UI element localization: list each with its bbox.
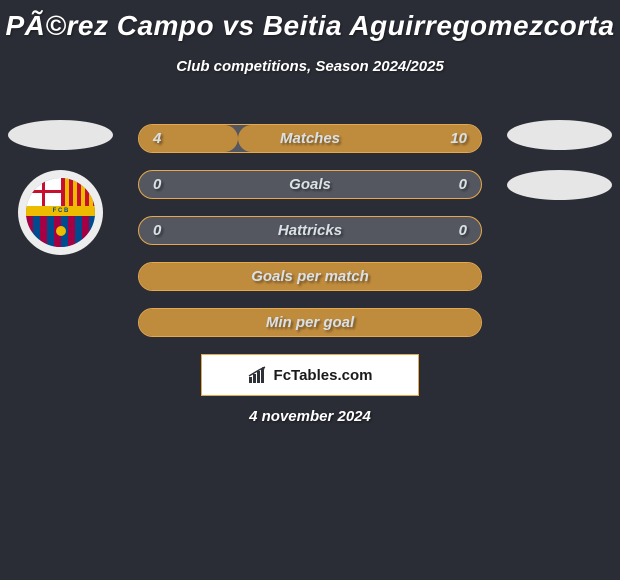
stat-row: 0 Goals 0 bbox=[138, 170, 482, 199]
stat-row: Goals per match bbox=[138, 262, 482, 291]
player-left-photo-placeholder bbox=[8, 120, 113, 150]
stats-container: 4 Matches 10 0 Goals 0 0 Hattricks 0 Goals per ma… bbox=[138, 124, 482, 354]
page-title: PÃ©rez Campo vs Beitia Aguirregomezcorta bbox=[0, 0, 620, 42]
stat-right-value: 10 bbox=[450, 130, 467, 147]
stat-label: Matches bbox=[280, 130, 340, 147]
stat-left-value: 0 bbox=[153, 176, 161, 193]
stat-label: Min per goal bbox=[266, 314, 354, 331]
brand-logo: FcTables.com bbox=[201, 354, 419, 396]
bar-chart-icon bbox=[248, 366, 270, 384]
stat-row: 4 Matches 10 bbox=[138, 124, 482, 153]
stat-label: Goals bbox=[289, 176, 331, 193]
player-right-club-placeholder bbox=[507, 170, 612, 200]
snapshot-date: 4 november 2024 bbox=[0, 408, 620, 425]
stat-left-value: 4 bbox=[153, 130, 161, 147]
stat-label: Hattricks bbox=[278, 222, 342, 239]
stat-left-value: 0 bbox=[153, 222, 161, 239]
player-right-column bbox=[507, 120, 612, 220]
stat-right-value: 0 bbox=[459, 176, 467, 193]
stat-row: 0 Hattricks 0 bbox=[138, 216, 482, 245]
stat-row: Min per goal bbox=[138, 308, 482, 337]
player-left-club-crest: F C B bbox=[18, 170, 103, 255]
page-subtitle: Club competitions, Season 2024/2025 bbox=[0, 58, 620, 75]
player-right-photo-placeholder bbox=[507, 120, 612, 150]
stat-fill-right bbox=[238, 125, 481, 152]
player-left-column: F C B bbox=[8, 120, 113, 255]
stat-label: Goals per match bbox=[251, 268, 369, 285]
stat-right-value: 0 bbox=[459, 222, 467, 239]
brand-name: FcTables.com bbox=[274, 367, 373, 384]
